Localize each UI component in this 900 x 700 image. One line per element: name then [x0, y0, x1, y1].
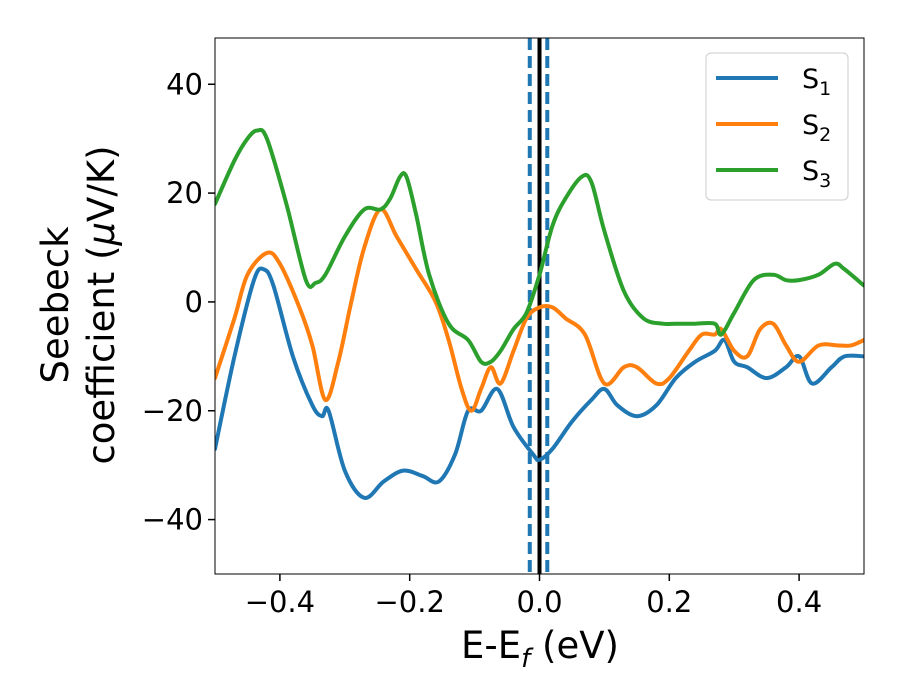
x-tick-label: −0.4: [245, 585, 315, 619]
x-tick-label: 0.0: [516, 585, 562, 619]
legend-label-s2: S2: [802, 110, 831, 146]
y-axis-ticks: −40 −20 0 20 40: [142, 67, 215, 537]
y-tick-label: 20: [166, 176, 203, 210]
series-line-s3: [215, 127, 864, 366]
legend-entries: S1 S2 S3: [716, 64, 831, 192]
y-axis-title: Seebeck coefficient (μV/K): [34, 145, 123, 464]
legend-box: [705, 52, 849, 201]
y-tick-label: 0: [185, 285, 203, 319]
y-tick-label: 40: [166, 67, 203, 101]
legend-label-s1: S1: [802, 64, 831, 100]
series-line-s2: [215, 207, 864, 413]
y-tick-label: −20: [142, 394, 203, 428]
series-line-s1: [215, 266, 864, 500]
x-axis-ticks: −0.4 −0.2 0.0 0.2 0.4: [245, 574, 822, 619]
legend-label-s3: S3: [802, 156, 831, 192]
legend: S1 S2 S3: [705, 52, 849, 201]
x-tick-label: −0.2: [374, 585, 444, 619]
x-tick-label: 0.2: [646, 585, 692, 619]
series-lines: [215, 127, 864, 500]
svg-text:Seebeck: Seebeck: [34, 226, 77, 384]
x-tick-label: 0.4: [776, 585, 822, 619]
x-axis-title: E-Ef (eV): [461, 624, 619, 674]
svg-text:coefficient (μV/K): coefficient (μV/K): [80, 145, 123, 464]
y-tick-label: −40: [142, 503, 203, 537]
